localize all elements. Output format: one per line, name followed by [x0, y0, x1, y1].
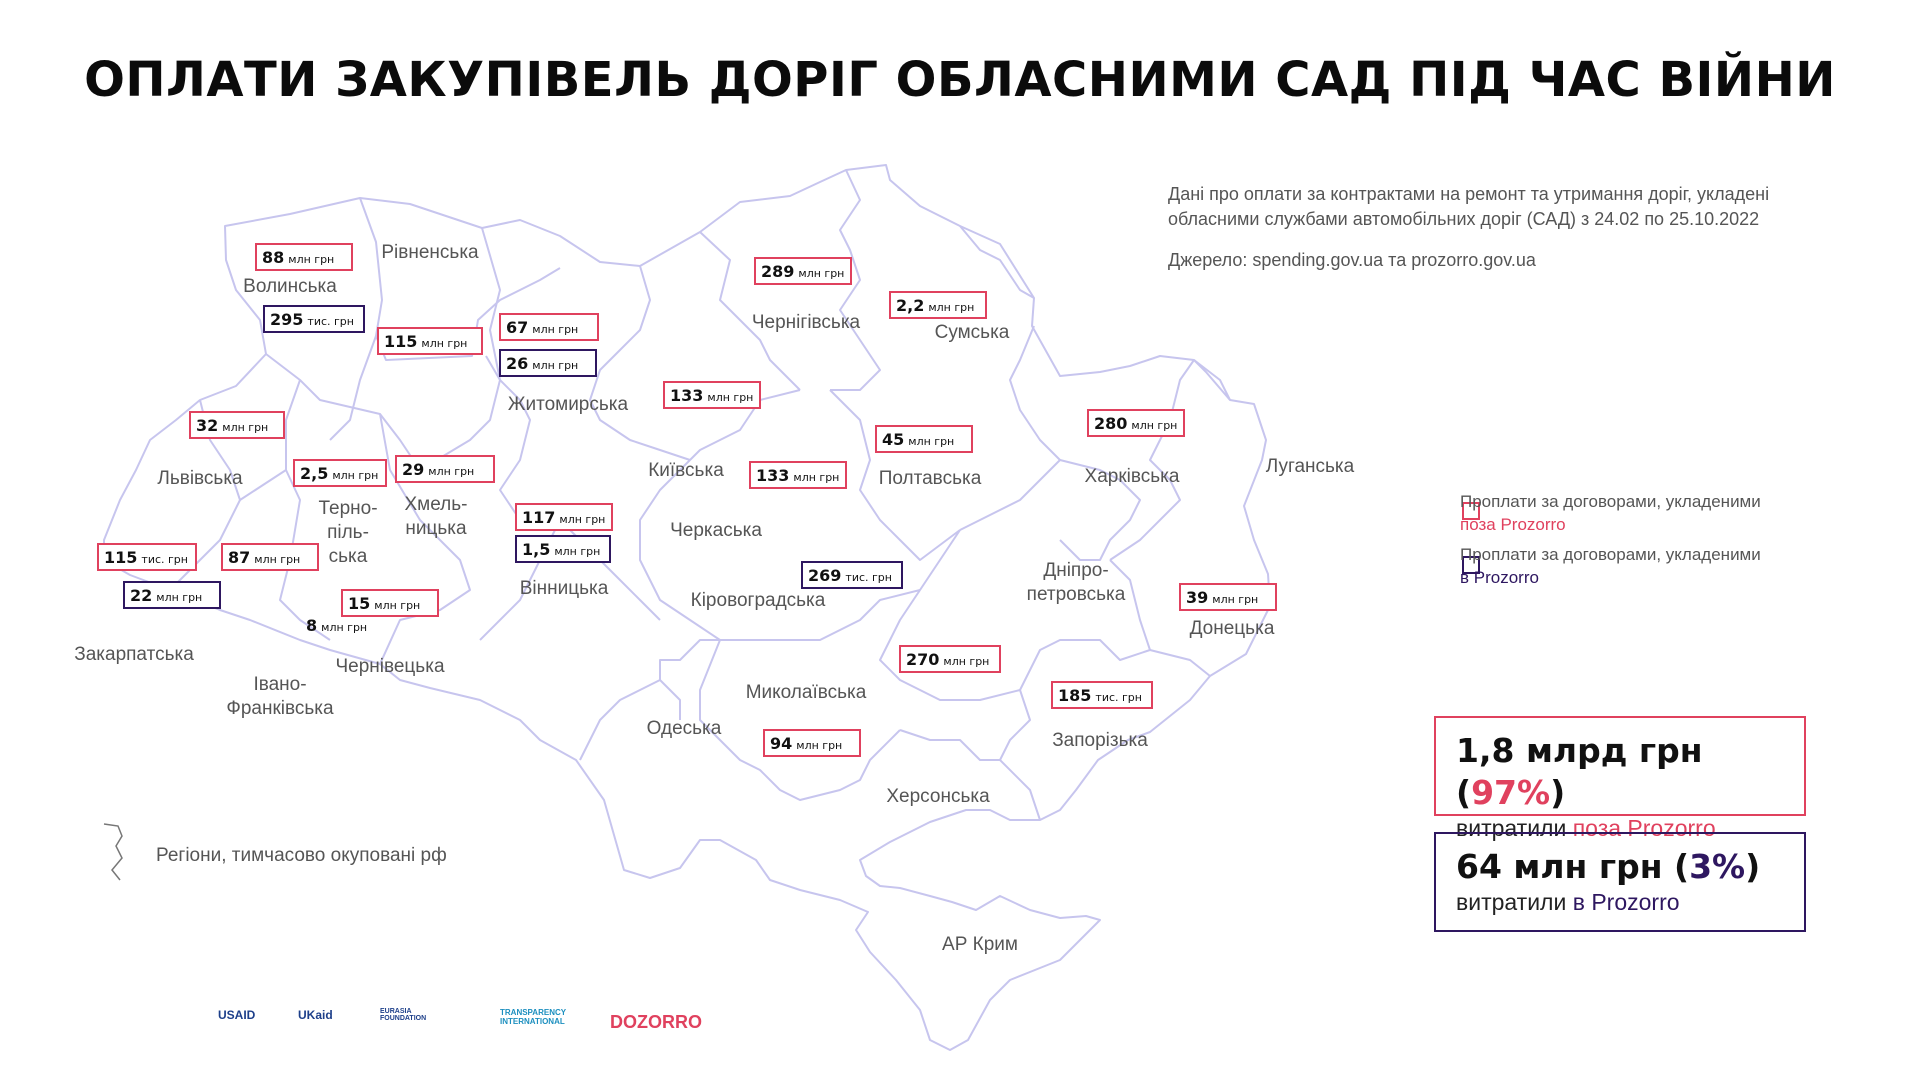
region-label-chernihivska: Чернігівська: [752, 312, 861, 333]
value-text: 32 млн грн: [196, 416, 268, 435]
value-text: 269 тис. грн: [808, 566, 892, 585]
total-inside: 64 млн грн (3%) витратили в Prozorro: [1434, 832, 1806, 932]
legend-inside-swatch: [1462, 556, 1480, 574]
value-text: 94 млн грн: [770, 734, 842, 753]
value-box-volynska-outside: 88 млн грн: [255, 243, 353, 271]
value-box-poltavska-outside: 45 млн грн: [875, 425, 973, 453]
region-label-chernivetska: Чернівецька: [335, 656, 444, 677]
region-label-kharkivska: Харківська: [1085, 466, 1180, 487]
region-label-zakarpatska: Закарпатська: [74, 644, 194, 665]
value-text: 2,2 млн грн: [896, 296, 974, 315]
value-text: 29 млн грн: [402, 460, 474, 479]
region-label-zhytomyrska: Житомирська: [508, 394, 629, 415]
value-text: 115 млн грн: [384, 332, 467, 351]
value-box-zhytomyrska-inside: 26 млн грн: [499, 349, 597, 377]
value-box-chernivetska-outside: 15 млн грн: [341, 589, 439, 617]
region-label-sumska: Сумська: [935, 322, 1010, 343]
value-text: 26 млн грн: [506, 354, 578, 373]
eurasia-logo: EURASIA FOUNDATION: [380, 1008, 427, 1022]
usaid-logo: USAID: [218, 1008, 256, 1022]
region-label-cherkaska: Черкаська: [670, 520, 762, 541]
value-box-cherkaska-outside: 133 млн грн: [749, 461, 847, 489]
info-source: Джерело: spending.gov.ua та prozorro.gov…: [1168, 250, 1536, 270]
info-line1: Дані про оплати за контрактами на ремонт…: [1168, 184, 1770, 204]
value-text: 87 млн грн: [228, 548, 300, 567]
region-label-odeska: Одеська: [647, 718, 722, 739]
value-text: 295 тис. грн: [270, 310, 354, 329]
value-text: 289 млн грн: [761, 262, 844, 281]
region-label-ternopilska: Терно-піль-ська: [318, 498, 377, 567]
region-label-mykolaivska: Миколаївська: [746, 682, 867, 703]
value-text: 1,5 млн грн: [522, 540, 600, 559]
region-label-khmelnytska: Хмель-ницька: [405, 494, 468, 539]
region-label-khersonska: Херсонська: [886, 786, 990, 807]
dozorro-logo: DOZORRO: [610, 1012, 702, 1032]
value-text: 115 тис. грн: [104, 548, 188, 567]
value-text: 22 млн грн: [130, 586, 202, 605]
value-box-zakarpatska-outside: 115 тис. грн: [97, 543, 197, 571]
value-box-chernivetska-none: 8 млн грн: [306, 616, 367, 635]
legend-outside-swatch: [1462, 502, 1480, 520]
value-box-zakarpatska-inside: 22 млн грн: [123, 581, 221, 609]
value-box-kharkivska-outside: 280 млн грн: [1087, 409, 1185, 437]
value-text: 45 млн грн: [882, 430, 954, 449]
value-box-vinnytska-inside: 1,5 млн грн: [515, 535, 611, 563]
value-box-volynska-inside: 295 тис. грн: [263, 305, 365, 333]
value-text: 270 млн грн: [906, 650, 989, 669]
occupied-marker: [103, 823, 123, 881]
total-outside: 1,8 млрд грн (97%) витратили поза Prozor…: [1434, 716, 1806, 841]
region-label-kyivska: Київська: [648, 460, 724, 481]
value-box-chernihivska-outside: 289 млн грн: [754, 257, 852, 285]
region-label-vinnytska: Вінницька: [520, 578, 609, 599]
value-text: 67 млн грн: [506, 318, 578, 337]
info-line2: обласними службами автомобільних доріг (…: [1168, 209, 1760, 229]
value-text: 15 млн грн: [348, 594, 420, 613]
region-labels: Волинська Рівненська Житомирська Київська Че…: [74, 242, 1354, 955]
region-label-kirovohradska: Кіровоградська: [691, 590, 826, 611]
value-text: 280 млн грн: [1094, 414, 1177, 433]
occupied-label: Регіони, тимчасово окуповані рф: [156, 845, 447, 866]
region-label-krym: АР Крим: [942, 934, 1018, 955]
region-label-rivnenska: Рівненська: [381, 242, 479, 263]
region-label-dnipropetrovska: Дніпро-петровська: [1027, 560, 1126, 605]
value-text: 117 млн грн: [522, 508, 605, 527]
value-text: 133 млн грн: [670, 386, 753, 405]
region-label-donetska: Донецька: [1190, 618, 1275, 639]
value-box-zhytomyrska-outside: 67 млн грн: [499, 313, 599, 341]
region-label-ivanofrankivska: Івано-Франківська: [226, 674, 334, 719]
region-borders: [103, 164, 1271, 1051]
region-label-poltavska: Полтавська: [879, 468, 982, 489]
value-box-khmelnytska-outside: 29 млн грн: [395, 455, 495, 483]
ukaid-logo: UKaid: [298, 1008, 333, 1022]
value-text: 39 млн грн: [1186, 588, 1258, 607]
region-label-lvivska: Львівська: [157, 468, 243, 489]
value-box-sumska-outside: 2,2 млн грн: [889, 291, 987, 319]
value-box-kyivska-outside: 133 млн грн: [663, 381, 761, 409]
value-box-ivanofrankivska-outside: 87 млн грн: [221, 543, 319, 571]
value-box-vinnytska-outside: 117 млн грн: [515, 503, 613, 531]
region-label-zaporizka: Запорізька: [1052, 730, 1148, 751]
value-text: 185 тис. грн: [1058, 686, 1142, 705]
value-box-dnipropetrovska-outside: 270 млн грн: [899, 645, 1001, 673]
value-text: 2,5 млн грн: [300, 464, 378, 483]
value-text: 8 млн грн: [306, 616, 367, 635]
value-box-rivnenska-outside: 115 млн грн: [377, 327, 483, 355]
value-boxes: 88 млн грн 295 тис. грн 115 млн грн 67 млн грн 2…: [97, 243, 1277, 757]
value-text: 88 млн грн: [262, 248, 334, 267]
page-title: ОПЛАТИ ЗАКУПІВЕЛЬ ДОРІГ ОБЛАСНИМИ САД ПІ…: [84, 52, 1836, 108]
value-text: 133 млн грн: [756, 466, 839, 485]
transparency-logo: TRANSPARENCY INTERNATIONAL: [500, 1008, 566, 1026]
value-box-ternopilska-outside: 2,5 млн грн: [293, 459, 387, 487]
value-box-mykolaivska-outside: 94 млн грн: [763, 729, 861, 757]
region-label-volynska: Волинська: [243, 276, 337, 297]
legend-inside: Проплати за договорами, укладеними в Pro…: [1460, 545, 1761, 587]
value-box-kirovohradska-inside: 269 тис. грн: [801, 561, 903, 589]
value-box-donetska-outside: 39 млн грн: [1179, 583, 1277, 611]
legend-outside: Проплати за договорами, укладеними поза …: [1460, 492, 1761, 534]
value-box-lvivska-outside: 32 млн грн: [189, 411, 285, 439]
region-label-luhanska: Луганська: [1266, 456, 1355, 477]
value-box-zaporizka-outside: 185 тис. грн: [1051, 681, 1153, 709]
